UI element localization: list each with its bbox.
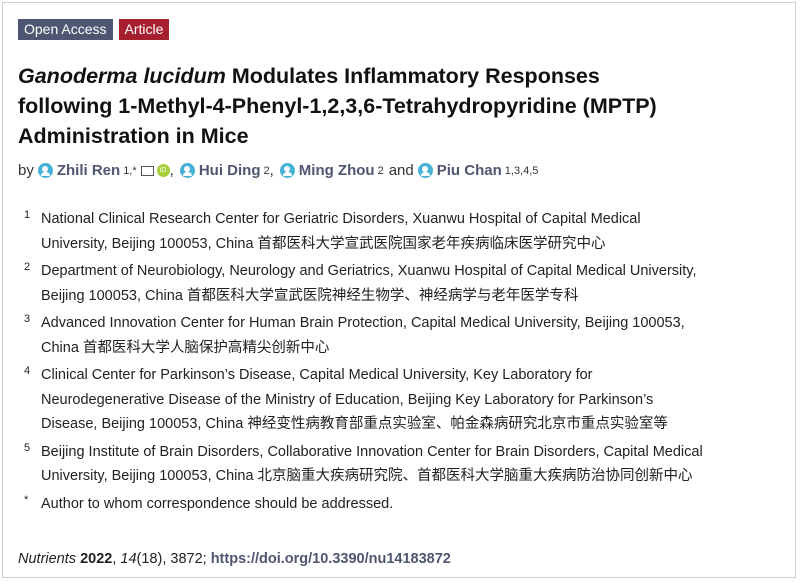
affiliation-line: Beijing 100053, China 首都医科大学宣武医院神经生物学、神经… [41, 287, 579, 304]
orcid-icon[interactable]: iD [156, 164, 170, 177]
affiliation-number: * [24, 493, 29, 506]
affiliation-item: 2 Department of Neurobiology, Neurology a… [24, 259, 794, 308]
comma: , [169, 162, 174, 179]
affiliation-text: Clinical Center for Parkinson’s Disease,… [41, 363, 668, 437]
title-line-3: Administration in Mice [18, 124, 249, 148]
citation-volume: 14 [120, 551, 137, 567]
affiliation-number: 5 [24, 441, 31, 454]
article-title: Ganoderma lucidum Modulates Inflammatory… [18, 61, 788, 151]
affiliation-line: University, Beijing 100053, China 北京脑重大疾… [41, 468, 693, 484]
title-line-1: Modulates Inflammatory Responses [225, 64, 600, 88]
affiliation-item: 3 Advanced Innovation Center for Human Br… [24, 311, 794, 360]
affiliation-text: Department of Neurobiology, Neurology an… [41, 259, 697, 308]
author-link[interactable]: Hui Ding [179, 162, 261, 179]
affiliation-number: 2 [24, 261, 31, 273]
email-icon[interactable] [140, 165, 154, 176]
affiliation-line: Clinical Center for Parkinson’s Disease,… [41, 367, 593, 383]
author-list: by Zhili Ren 1,* iD , Hui Ding 2 , Ming … [18, 162, 538, 179]
affiliation-line: Disease, Beijing 100053, China 神经变性病教育部重… [41, 416, 668, 432]
affiliations: 1 National Clinical Research Center for G… [24, 207, 794, 519]
affiliation-line: Advanced Innovation Center for Human Bra… [41, 315, 685, 331]
person-icon [37, 163, 53, 178]
author-link[interactable]: Piu Chan [417, 162, 502, 179]
affiliation-number: 3 [24, 313, 31, 325]
author-name: Hui Ding [198, 162, 261, 179]
person-icon [279, 163, 295, 178]
person-icon [417, 163, 433, 178]
author-name: Ming Zhou [298, 162, 375, 179]
affiliation-line: Neurodegenerative Disease of the Ministr… [41, 391, 654, 408]
affiliation-number: 1 [24, 209, 31, 221]
citation: Nutrients 2022, 14(18), 3872; https://do… [18, 551, 451, 567]
journal-name: Nutrients [18, 551, 77, 567]
affiliation-line: University, Beijing 100053, China 首都医科大学… [41, 235, 606, 252]
person-icon [179, 163, 195, 178]
affiliation-text: National Clinical Research Center for Ge… [41, 207, 641, 256]
citation-year: 2022 [80, 551, 113, 567]
article-badge[interactable]: Article [118, 19, 170, 40]
affiliation-text: Beijing Institute of Brain Disorders, Co… [41, 440, 703, 489]
badges: Open Access Article [18, 19, 170, 40]
affiliation-line: China 首都医科大学人脑保护高精尖创新中心 [41, 339, 330, 356]
author-affiliation-sup: 2 [377, 164, 384, 177]
affiliation-item: 5 Beijing Institute of Brain Disorders, C… [24, 440, 794, 489]
affiliation-text: Advanced Innovation Center for Human Bra… [41, 311, 685, 360]
open-access-badge[interactable]: Open Access [18, 19, 113, 40]
comma: , [112, 551, 121, 567]
affiliation-line: Department of Neurobiology, Neurology an… [41, 263, 697, 279]
author-link[interactable]: Ming Zhou [279, 162, 375, 179]
affiliation-item: * Author to whom correspondence should be… [24, 492, 794, 517]
title-line-2: following 1-Methyl-4-Phenyl-1,2,3,6-Tetr… [18, 94, 657, 118]
affiliation-line: Beijing Institute of Brain Disorders, Co… [41, 443, 703, 460]
citation-issue-pages: (18), 3872; [136, 551, 211, 567]
affiliation-line: Author to whom correspondence should be … [41, 495, 394, 512]
title-species: Ganoderma lucidum [18, 64, 226, 88]
author-name: Piu Chan [436, 162, 502, 179]
author-affiliation-sup: 1,* [123, 164, 137, 177]
by-label: by [18, 162, 34, 179]
comma: , [269, 162, 274, 179]
author-name: Zhili Ren [56, 162, 121, 179]
affiliation-line: National Clinical Research Center for Ge… [41, 211, 641, 227]
affiliation-number: 4 [24, 365, 31, 377]
and-label: and [388, 162, 414, 179]
affiliation-item: 4 Clinical Center for Parkinson’s Disease… [24, 363, 794, 437]
affiliation-text: Author to whom correspondence should be … [41, 492, 393, 517]
doi-link[interactable]: https://doi.org/10.3390/nu14183872 [210, 551, 451, 567]
author-affiliation-sup: 2 [263, 164, 270, 177]
affiliation-item: 1 National Clinical Research Center for G… [24, 207, 794, 256]
author-affiliation-sup: 1,3,4,5 [504, 164, 539, 177]
author-link[interactable]: Zhili Ren [37, 162, 121, 179]
